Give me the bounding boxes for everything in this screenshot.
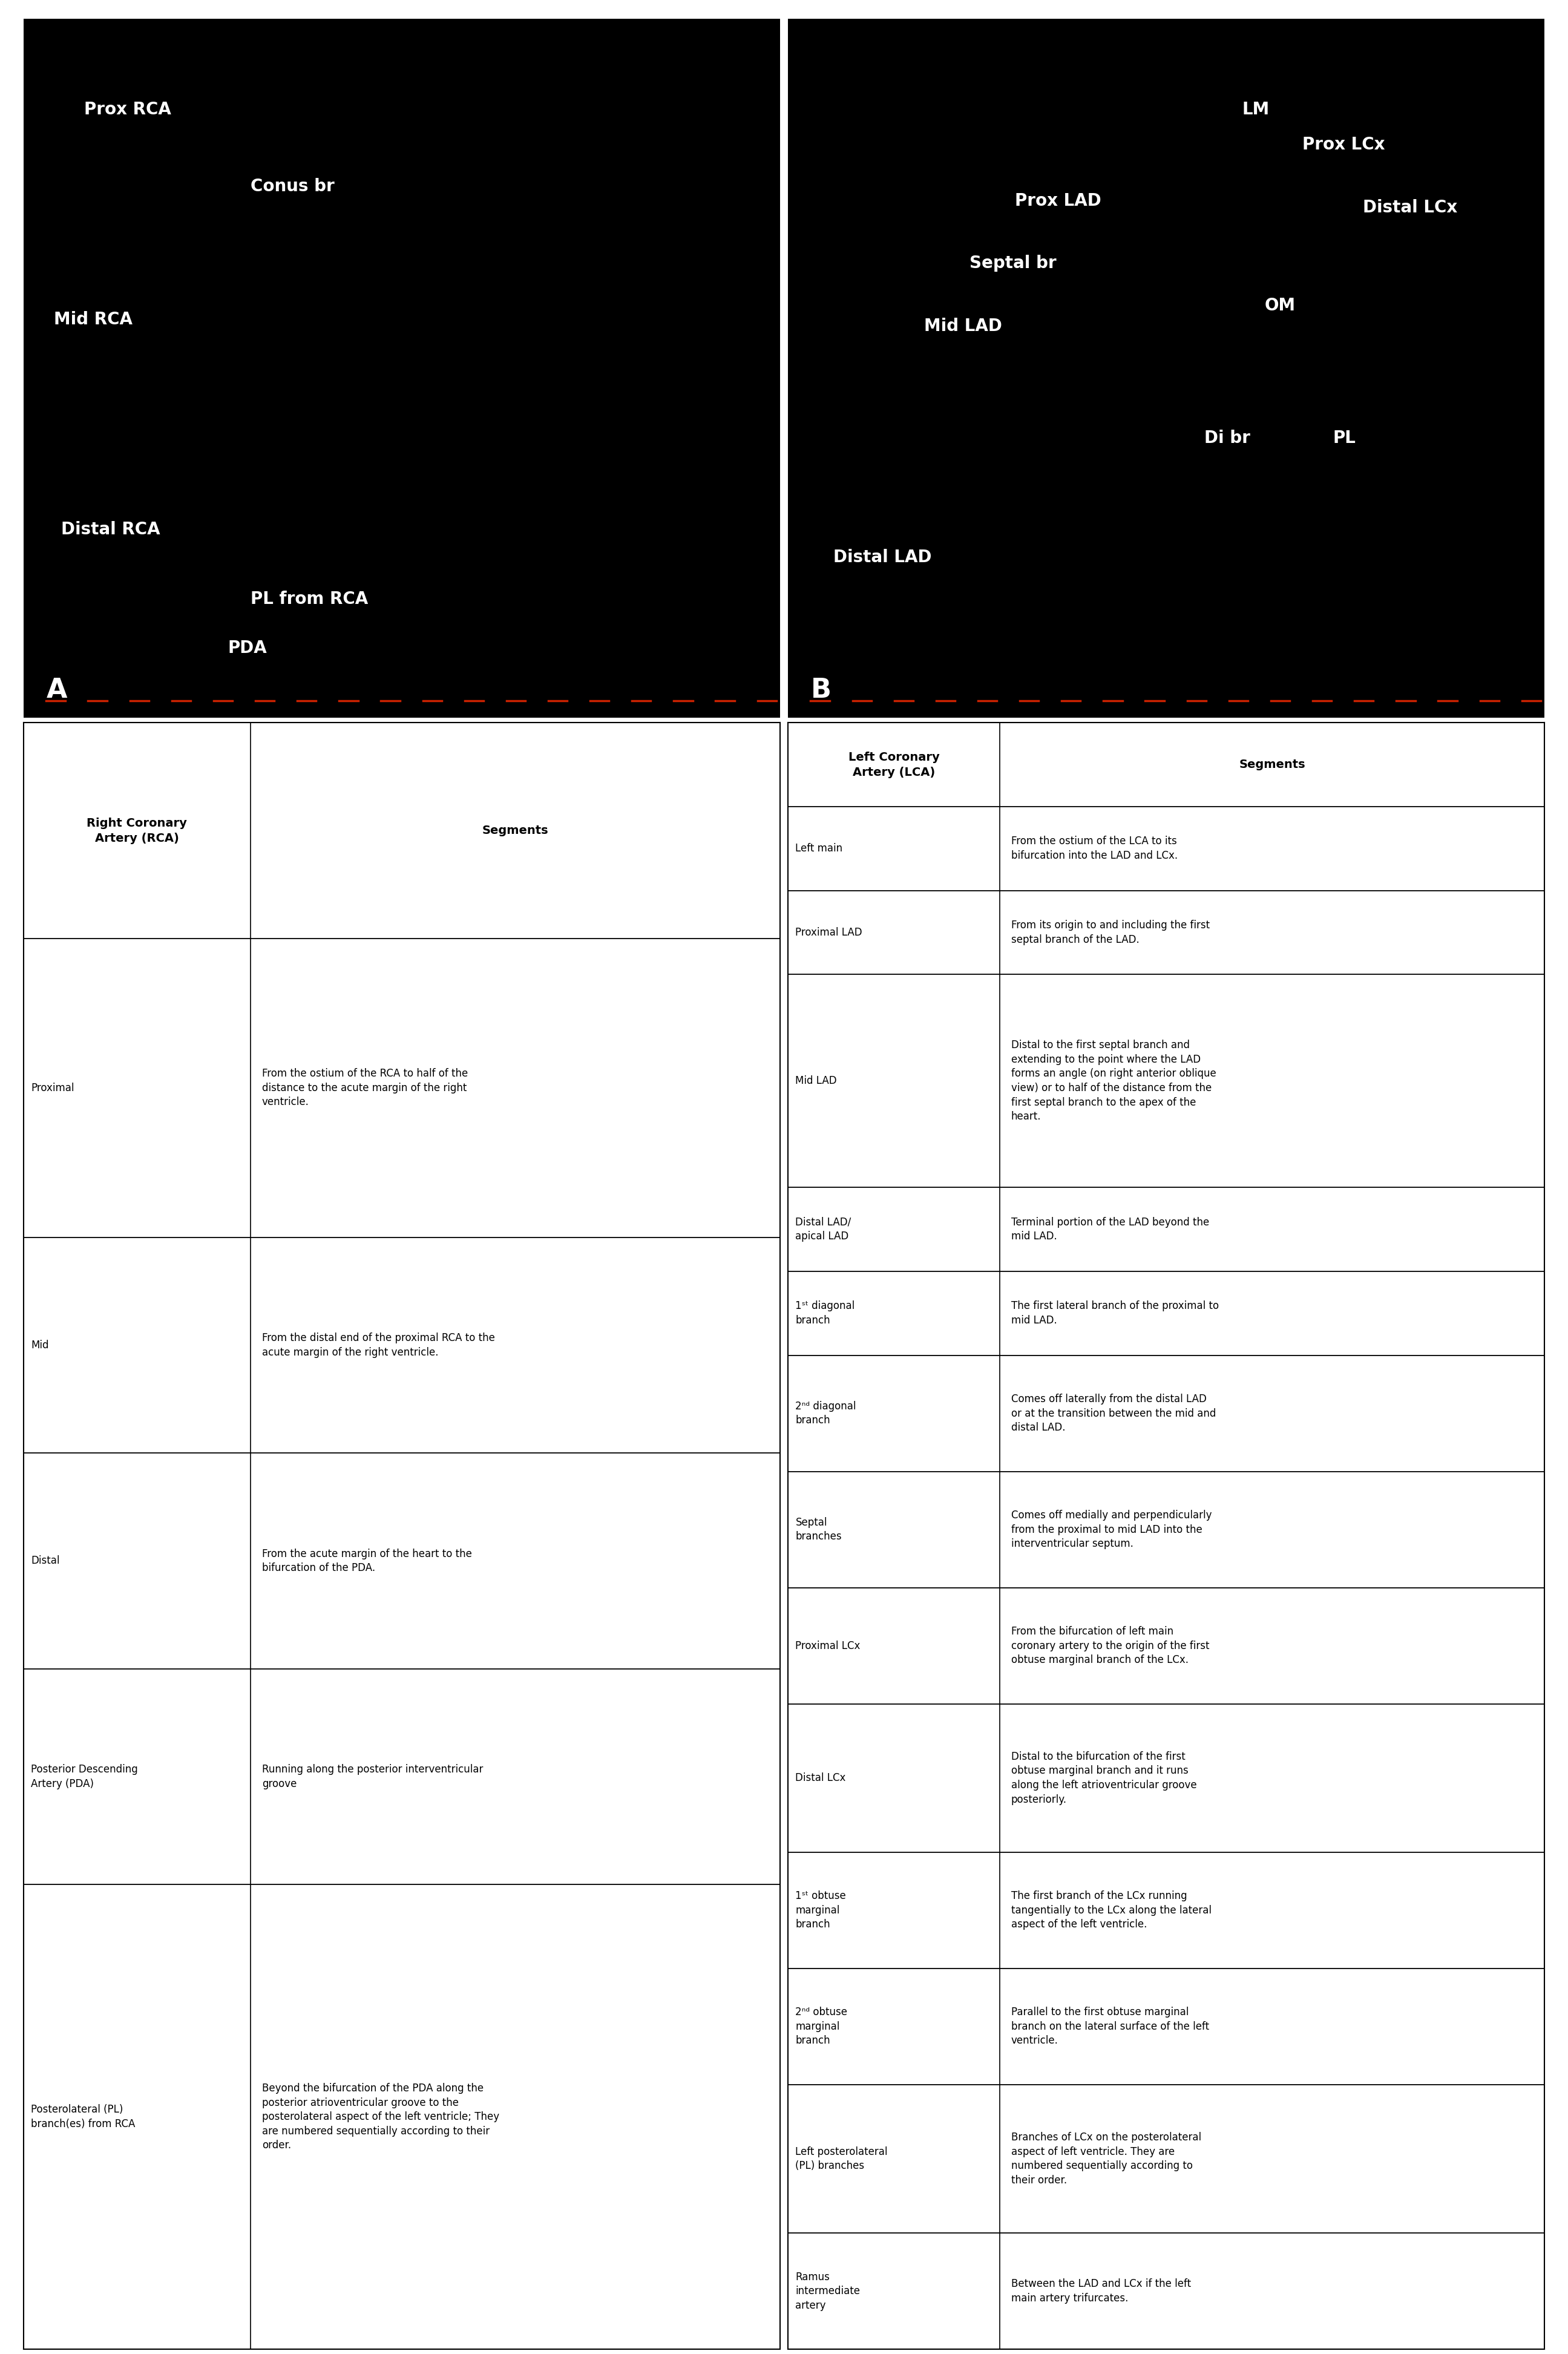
- Bar: [789, 1968, 1544, 2086]
- Bar: [789, 2234, 1544, 2349]
- Text: Septal br: Septal br: [969, 254, 1057, 273]
- Text: The first lateral branch of the proximal to
mid LAD.: The first lateral branch of the proximal…: [1011, 1302, 1218, 1325]
- Text: Distal to the bifurcation of the first
obtuse marginal branch and it runs
along : Distal to the bifurcation of the first o…: [1011, 1751, 1196, 1806]
- Text: OM: OM: [1264, 297, 1295, 313]
- Text: B: B: [811, 678, 831, 704]
- Bar: [789, 2086, 1544, 2234]
- Text: Right Coronary
Artery (RCA): Right Coronary Artery (RCA): [86, 817, 187, 843]
- Text: From the distal end of the proximal RCA to the
acute margin of the right ventric: From the distal end of the proximal RCA …: [262, 1332, 495, 1358]
- Text: Branches of LCx on the posterolateral
aspect of left ventricle. They are
numbere: Branches of LCx on the posterolateral as…: [1011, 2133, 1201, 2187]
- Text: 1ˢᵗ obtuse
marginal
branch: 1ˢᵗ obtuse marginal branch: [795, 1890, 847, 1930]
- Text: Mid LAD: Mid LAD: [795, 1076, 837, 1085]
- Text: Distal RCA: Distal RCA: [61, 520, 160, 537]
- Text: Di br: Di br: [1204, 431, 1250, 447]
- Text: Distal LCx: Distal LCx: [795, 1773, 847, 1784]
- Bar: [789, 1271, 1544, 1356]
- Text: From the ostium of the RCA to half of the
distance to the acute margin of the ri: From the ostium of the RCA to half of th…: [262, 1069, 467, 1109]
- Text: Between the LAD and LCx if the left
main artery trifurcates.: Between the LAD and LCx if the left main…: [1011, 2279, 1192, 2305]
- Text: Beyond the bifurcation of the PDA along the
posterior atrioventricular groove to: Beyond the bifurcation of the PDA along …: [262, 2083, 499, 2152]
- Text: Mid LAD: Mid LAD: [924, 318, 1002, 334]
- Text: Distal LAD: Distal LAD: [833, 548, 931, 565]
- Bar: [789, 723, 1544, 807]
- Text: Distal to the first septal branch and
extending to the point where the LAD
forms: Distal to the first septal branch and ex…: [1011, 1040, 1217, 1123]
- Bar: [789, 807, 1544, 890]
- Text: 2ⁿᵈ diagonal
branch: 2ⁿᵈ diagonal branch: [795, 1401, 856, 1427]
- Bar: [24, 1669, 781, 1886]
- Text: 1ˢᵗ diagonal
branch: 1ˢᵗ diagonal branch: [795, 1302, 855, 1325]
- Text: Left posterolateral
(PL) branches: Left posterolateral (PL) branches: [795, 2147, 887, 2170]
- Bar: [789, 890, 1544, 975]
- Text: Septal
branches: Septal branches: [795, 1516, 842, 1542]
- Text: Prox LAD: Prox LAD: [1014, 193, 1101, 210]
- Text: Parallel to the first obtuse marginal
branch on the lateral surface of the left
: Parallel to the first obtuse marginal br…: [1011, 2008, 1209, 2046]
- Text: PDA: PDA: [227, 640, 267, 657]
- Text: Left main: Left main: [795, 843, 842, 855]
- Text: The first branch of the LCx running
tangentially to the LCx along the lateral
as: The first branch of the LCx running tang…: [1011, 1890, 1212, 1930]
- Text: From the ostium of the LCA to its
bifurcation into the LAD and LCx.: From the ostium of the LCA to its bifurc…: [1011, 836, 1178, 862]
- Bar: [24, 1886, 781, 2349]
- Text: Ramus
intermediate
artery: Ramus intermediate artery: [795, 2272, 861, 2312]
- Bar: [789, 1356, 1544, 1471]
- Text: Comes off laterally from the distal LAD
or at the transition between the mid and: Comes off laterally from the distal LAD …: [1011, 1394, 1215, 1434]
- Text: 2ⁿᵈ obtuse
marginal
branch: 2ⁿᵈ obtuse marginal branch: [795, 2008, 848, 2046]
- Text: Comes off medially and perpendicularly
from the proximal to mid LAD into the
int: Comes off medially and perpendicularly f…: [1011, 1509, 1212, 1549]
- Text: Segments: Segments: [481, 824, 549, 836]
- Bar: [789, 1853, 1544, 1968]
- Bar: [789, 1587, 1544, 1704]
- Text: Mid: Mid: [31, 1339, 49, 1351]
- Text: PL from RCA: PL from RCA: [251, 591, 368, 607]
- Bar: [24, 1452, 781, 1669]
- Bar: [789, 1471, 1544, 1587]
- Bar: [789, 1186, 1544, 1271]
- Text: Prox LCx: Prox LCx: [1303, 137, 1385, 153]
- Bar: [24, 723, 781, 939]
- Bar: [789, 1704, 1544, 1853]
- Text: Terminal portion of the LAD beyond the
mid LAD.: Terminal portion of the LAD beyond the m…: [1011, 1217, 1209, 1243]
- Text: PL: PL: [1333, 431, 1356, 447]
- Text: Proximal LCx: Proximal LCx: [795, 1641, 861, 1650]
- Text: Mid RCA: Mid RCA: [53, 311, 132, 327]
- Text: Distal LCx: Distal LCx: [1363, 200, 1458, 217]
- Text: A: A: [45, 678, 67, 704]
- Text: Posterolateral (PL)
branch(es) from RCA: Posterolateral (PL) branch(es) from RCA: [31, 2104, 135, 2130]
- Text: Distal: Distal: [31, 1556, 60, 1565]
- Text: Running along the posterior interventricular
groove: Running along the posterior interventric…: [262, 1763, 483, 1789]
- Bar: [789, 975, 1544, 1186]
- Text: Proximal LAD: Proximal LAD: [795, 927, 862, 937]
- Bar: [24, 1238, 781, 1452]
- Text: Proximal: Proximal: [31, 1083, 74, 1092]
- Bar: [24, 939, 781, 1238]
- Text: Segments: Segments: [1239, 758, 1305, 770]
- Text: Left Coronary
Artery (LCA): Left Coronary Artery (LCA): [848, 751, 939, 777]
- Text: Conus br: Conus br: [251, 179, 334, 195]
- Text: LM: LM: [1242, 101, 1269, 118]
- Text: From the acute margin of the heart to the
bifurcation of the PDA.: From the acute margin of the heart to th…: [262, 1549, 472, 1572]
- Text: From the bifurcation of left main
coronary artery to the origin of the first
obt: From the bifurcation of left main corona…: [1011, 1627, 1209, 1664]
- Text: Posterior Descending
Artery (PDA): Posterior Descending Artery (PDA): [31, 1763, 138, 1789]
- Text: From its origin to and including the first
septal branch of the LAD.: From its origin to and including the fir…: [1011, 920, 1209, 944]
- Text: Distal LAD/
apical LAD: Distal LAD/ apical LAD: [795, 1217, 851, 1243]
- Text: Prox RCA: Prox RCA: [85, 101, 171, 118]
